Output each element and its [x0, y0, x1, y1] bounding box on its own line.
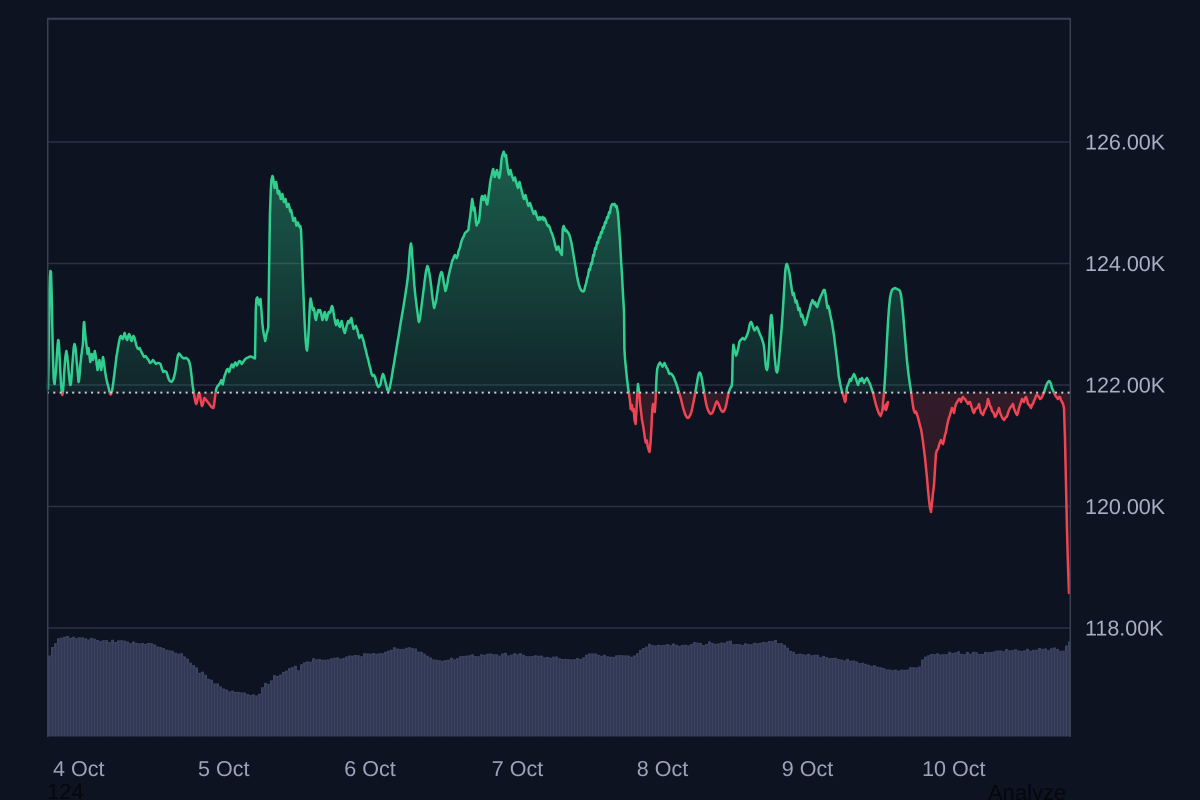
svg-text:124.00K: 124.00K — [1085, 252, 1166, 276]
svg-text:5 Oct: 5 Oct — [198, 757, 249, 781]
svg-text:4 Oct: 4 Oct — [53, 757, 104, 781]
svg-text:126.00K: 126.00K — [1085, 131, 1166, 155]
svg-text:124: 124 — [47, 779, 84, 800]
svg-text:6 Oct: 6 Oct — [344, 757, 395, 781]
svg-text:122.00K: 122.00K — [1085, 374, 1166, 398]
svg-text:9 Oct: 9 Oct — [782, 757, 833, 781]
svg-text:7 Oct: 7 Oct — [492, 757, 543, 781]
svg-text:8 Oct: 8 Oct — [637, 757, 688, 781]
svg-text:Analyze: Analyze — [988, 780, 1066, 800]
svg-text:118.00K: 118.00K — [1085, 617, 1164, 641]
svg-text:10 Oct: 10 Oct — [922, 757, 985, 781]
svg-text:120.00K: 120.00K — [1085, 495, 1166, 519]
